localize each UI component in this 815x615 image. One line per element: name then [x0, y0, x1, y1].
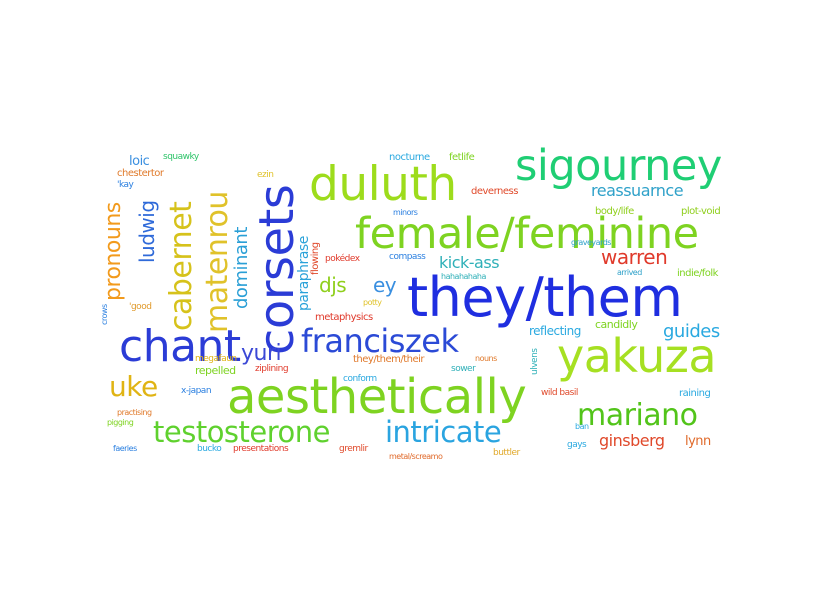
- word-dominant: dominant: [231, 227, 252, 309]
- word-cloud: they/them female/feminine sigourney dulu…: [97, 143, 731, 465]
- word-duluth: duluth: [309, 157, 457, 212]
- word-pigging: pigging: [107, 418, 134, 427]
- word-franciszek: franciszek: [301, 322, 459, 360]
- word-nocturne: nocturne: [389, 152, 430, 163]
- word-buttler: buttler: [493, 448, 520, 458]
- word-body-life: body/life: [595, 206, 634, 217]
- word-reassuarnce: reassuarnce: [591, 181, 684, 200]
- word-chestertor: chestertor: [117, 168, 164, 179]
- word-metal-screamo: metal/screamo: [389, 452, 443, 461]
- word-plot-void: plot-void: [681, 206, 721, 217]
- word-lynn: lynn: [685, 434, 711, 449]
- word-testosterone: testosterone: [153, 415, 331, 449]
- word-indie-folk: indie/folk: [677, 268, 718, 279]
- word-graveyards: graveyards: [571, 238, 611, 247]
- word-nouns: nouns: [475, 354, 497, 363]
- word-hahahahaha: hahahahaha: [441, 272, 486, 281]
- word-metaphysics: metaphysics: [315, 312, 373, 323]
- word-kay: 'kay: [117, 180, 134, 190]
- word-warren: warren: [601, 245, 668, 269]
- word-loic: loic: [129, 154, 150, 169]
- word-ezin: ezin: [257, 170, 274, 180]
- word-cabernet: cabernet: [164, 201, 199, 331]
- word-matenrou: matenrou: [200, 191, 235, 333]
- word-they-them: they/them: [407, 266, 683, 329]
- word-x-japan: x-japan: [181, 386, 212, 396]
- word-chant: chant: [119, 321, 241, 372]
- word-raining: raining: [679, 388, 711, 399]
- word-sower: sower: [451, 364, 476, 374]
- word-candidly: candidly: [595, 318, 638, 331]
- word-mariano: mariano: [577, 398, 698, 433]
- word-fetlife: fetlife: [449, 152, 475, 163]
- word-megafaun: megafaun: [195, 354, 237, 364]
- word-potty: potty: [363, 298, 382, 307]
- word-ey: ey: [373, 273, 397, 297]
- word-squawky: squawky: [163, 152, 199, 162]
- word-practising: practising: [117, 408, 152, 417]
- word-sigourney: sigourney: [515, 143, 722, 191]
- word-arrived: arrived: [617, 268, 642, 277]
- word-flowing: flowing: [310, 242, 321, 275]
- word-compass: compass: [389, 252, 426, 262]
- word-deverness: deverness: [471, 186, 518, 197]
- word-aesthetically: aesthetically: [227, 369, 527, 425]
- word-yuri: yuri: [241, 341, 282, 366]
- word-wild-basil: wild basil: [541, 388, 578, 398]
- word-uke: uke: [109, 370, 158, 403]
- word-yakuza: yakuza: [557, 329, 717, 383]
- word-ziplining: ziplining: [255, 364, 289, 374]
- word-djs: djs: [319, 273, 347, 297]
- word-they-them-their: they/them/their: [353, 354, 425, 365]
- word-pronouns: pronouns: [101, 202, 126, 301]
- word-paraphrase: paraphrase: [296, 236, 312, 311]
- word-pokedex: pokédex: [325, 254, 360, 264]
- word-presentations: presentations: [233, 444, 289, 454]
- word-corsets: corsets: [249, 184, 305, 355]
- word-intricate: intricate: [385, 415, 502, 449]
- word-minors: minors: [393, 208, 418, 217]
- word-ulvens: ulvens: [530, 348, 540, 375]
- word-kick-ass: kick-ass: [439, 253, 500, 272]
- word-female-feminine: female/feminine: [355, 209, 699, 259]
- word-ludwig: ludwig: [135, 200, 159, 263]
- word-ban: ban: [575, 422, 589, 431]
- word-ginsberg: ginsberg: [599, 431, 665, 450]
- word-crows: crows: [100, 304, 109, 325]
- word-conform: conform: [343, 374, 377, 384]
- word-guides: guides: [663, 321, 720, 342]
- word-reflecting: reflecting: [529, 324, 581, 338]
- word-gremlir: gremlir: [339, 444, 368, 454]
- word-gays: gays: [567, 440, 587, 450]
- word-repelled: repelled: [195, 364, 236, 377]
- word-faeries: faeries: [113, 444, 137, 453]
- word-bucko: bucko: [197, 444, 222, 454]
- word-good: 'good: [129, 302, 152, 312]
